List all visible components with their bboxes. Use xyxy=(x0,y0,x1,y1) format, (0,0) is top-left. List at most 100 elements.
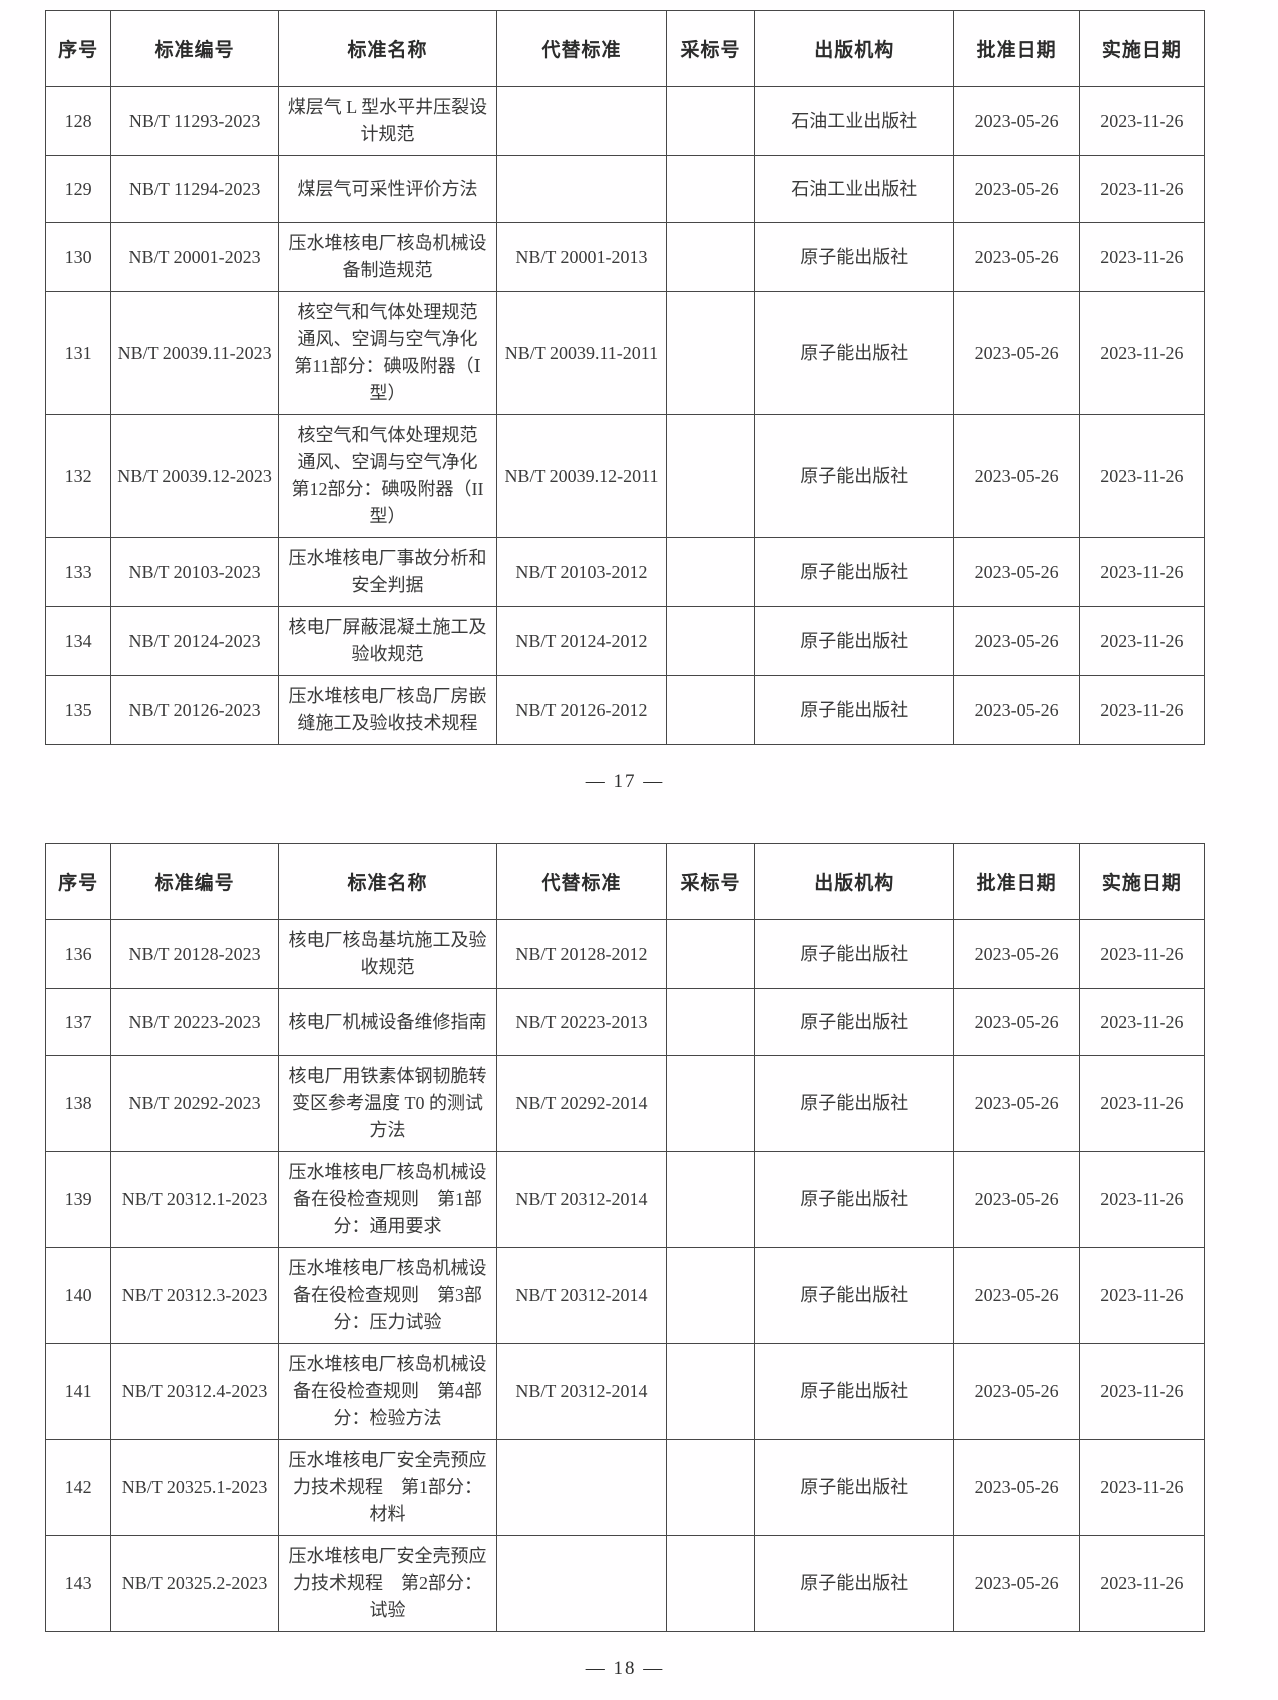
cell: NB/T 20325.1-2023 xyxy=(110,1439,279,1536)
cell: 原子能出版社 xyxy=(754,606,955,676)
column-header: 序号 xyxy=(44,843,112,920)
cell: 2023-05-26 xyxy=(953,675,1080,745)
table-row: 132 NB/T 20039.12-2023 核空气和气体处理规范 通风、空调与空气… xyxy=(44,414,1206,538)
table-row: 131 NB/T 20039.11-2023 核空气和气体处理规范 通风、空调与空气… xyxy=(44,291,1206,415)
page-number-18: — 18 — xyxy=(585,1658,665,1679)
cell: 129 xyxy=(44,155,112,223)
cell: 核空气和气体处理规范 通风、空调与空气净化 第11部分：碘吸附器（Ⅰ型） xyxy=(277,291,497,415)
cell: 128 xyxy=(44,86,112,156)
table-row: 134 NB/T 20124-2023 核电厂屏蔽混凝土施工及验收规范 NB/T 20… xyxy=(44,606,1206,676)
cell: NB/T 20325.2-2023 xyxy=(110,1535,279,1632)
cell: 2023-05-26 xyxy=(953,1247,1080,1344)
cell: NB/T 20126-2023 xyxy=(110,675,279,745)
cell: 2023-11-26 xyxy=(1078,155,1206,223)
cell: 2023-11-26 xyxy=(1078,1151,1206,1248)
column-header: 出版机构 xyxy=(754,843,955,920)
cell xyxy=(665,222,756,292)
cell: 2023-11-26 xyxy=(1078,1439,1206,1536)
cell: NB/T 20312.4-2023 xyxy=(110,1343,279,1440)
cell: 2023-05-26 xyxy=(953,291,1080,415)
cell: NB/T 20312-2014 xyxy=(495,1151,667,1248)
cell: 142 xyxy=(44,1439,112,1536)
column-header: 实施日期 xyxy=(1078,843,1206,920)
cell xyxy=(495,1439,667,1536)
cell: 煤层气可采性评价方法 xyxy=(277,155,497,223)
cell: 石油工业出版社 xyxy=(754,86,955,156)
cell: 136 xyxy=(44,919,112,989)
cell: NB/T 20128-2023 xyxy=(110,919,279,989)
cell: 133 xyxy=(44,537,112,607)
table-row: 140 NB/T 20312.3-2023 压水堆核电厂核岛机械设备在役检查规则 第… xyxy=(44,1247,1206,1344)
table-row: 129 NB/T 11294-2023 煤层气可采性评价方法 石油工业出版社 2023-… xyxy=(44,155,1206,223)
cell: 2023-05-26 xyxy=(953,1439,1080,1536)
cell: NB/T 20001-2023 xyxy=(110,222,279,292)
cell: NB/T 20001-2013 xyxy=(495,222,667,292)
column-header: 标准名称 xyxy=(277,10,497,87)
cell: 煤层气 L 型水平井压裂设计规范 xyxy=(277,86,497,156)
cell: 2023-11-26 xyxy=(1078,222,1206,292)
cell: NB/T 20039.11-2023 xyxy=(110,291,279,415)
cell: 2023-05-26 xyxy=(953,606,1080,676)
cell: 2023-11-26 xyxy=(1078,1343,1206,1440)
table-row: 142 NB/T 20325.1-2023 压水堆核电厂安全壳预应力技术规程 第1部… xyxy=(44,1439,1206,1536)
cell: 2023-05-26 xyxy=(953,1055,1080,1152)
table-row: 137 NB/T 20223-2023 核电厂机械设备维修指南 NB/T 20223-… xyxy=(44,988,1206,1056)
cell xyxy=(665,291,756,415)
cell xyxy=(665,155,756,223)
cell: 原子能出版社 xyxy=(754,1151,955,1248)
cell xyxy=(665,86,756,156)
cell: NB/T 20103-2023 xyxy=(110,537,279,607)
cell: 核电厂用铁素体钢韧脆转变区参考温度 T0 的测试方法 xyxy=(277,1055,497,1152)
cell: 压水堆核电厂核岛厂房嵌缝施工及验收技术规程 xyxy=(277,675,497,745)
cell: 原子能出版社 xyxy=(754,222,955,292)
cell: NB/T 20312.1-2023 xyxy=(110,1151,279,1248)
cell: 134 xyxy=(44,606,112,676)
cell: 2023-05-26 xyxy=(953,919,1080,989)
cell: 原子能出版社 xyxy=(754,1535,955,1632)
column-header: 标准名称 xyxy=(277,843,497,920)
cell: 原子能出版社 xyxy=(754,291,955,415)
cell: 143 xyxy=(44,1535,112,1632)
cell: 139 xyxy=(44,1151,112,1248)
cell: 130 xyxy=(44,222,112,292)
cell: 2023-05-26 xyxy=(953,155,1080,223)
cell: 核空气和气体处理规范 通风、空调与空气净化 第12部分：碘吸附器（II型） xyxy=(277,414,497,538)
column-header: 采标号 xyxy=(665,843,756,920)
cell: 核电厂机械设备维修指南 xyxy=(277,988,497,1056)
cell xyxy=(665,1055,756,1152)
cell: 核电厂核岛基坑施工及验收规范 xyxy=(277,919,497,989)
header-row: 序号 标准编号 标准名称 代替标准 采标号 出版机构 批准日期 实施日期 xyxy=(44,10,1206,87)
cell: 2023-05-26 xyxy=(953,222,1080,292)
cell xyxy=(665,606,756,676)
column-header: 代替标准 xyxy=(495,10,667,87)
cell: 138 xyxy=(44,1055,112,1152)
cell: NB/T 20223-2023 xyxy=(110,988,279,1056)
table-row: 128 NB/T 11293-2023 煤层气 L 型水平井压裂设计规范 石油工业出版… xyxy=(44,86,1206,156)
cell: NB/T 20223-2013 xyxy=(495,988,667,1056)
cell: NB/T 20039.11-2011 xyxy=(495,291,667,415)
cell: 2023-11-26 xyxy=(1078,606,1206,676)
cell: NB/T 20124-2023 xyxy=(110,606,279,676)
cell: 2023-05-26 xyxy=(953,537,1080,607)
cell: 131 xyxy=(44,291,112,415)
cell: 2023-05-26 xyxy=(953,1343,1080,1440)
standards-table-page-18: 序号 标准编号 标准名称 代替标准 采标号 出版机构 批准日期 实施日期 136 NB/T 201… xyxy=(44,843,1206,1632)
header-row: 序号 标准编号 标准名称 代替标准 采标号 出版机构 批准日期 实施日期 xyxy=(44,843,1206,920)
cell: 2023-05-26 xyxy=(953,988,1080,1056)
column-header: 序号 xyxy=(44,10,112,87)
cell: NB/T 20312.3-2023 xyxy=(110,1247,279,1344)
cell: 原子能出版社 xyxy=(754,919,955,989)
cell: 压水堆核电厂核岛机械设备在役检查规则 第1部分：通用要求 xyxy=(277,1151,497,1248)
cell: NB/T 11293-2023 xyxy=(110,86,279,156)
standards-table-section-page-18: 序号 标准编号 标准名称 代替标准 采标号 出版机构 批准日期 实施日期 136 NB/T 201… xyxy=(44,843,1206,1680)
cell: 141 xyxy=(44,1343,112,1440)
cell: 压水堆核电厂事故分析和安全判据 xyxy=(277,537,497,607)
cell: NB/T 20126-2012 xyxy=(495,675,667,745)
cell: 原子能出版社 xyxy=(754,1439,955,1536)
cell: NB/T 20292-2014 xyxy=(495,1055,667,1152)
cell xyxy=(665,919,756,989)
column-header: 实施日期 xyxy=(1078,10,1206,87)
standards-table-section-page-17: 序号 标准编号 标准名称 代替标准 采标号 出版机构 批准日期 实施日期 128 NB/T 112… xyxy=(44,10,1206,793)
cell: 压水堆核电厂核岛机械设备在役检查规则 第4部分：检验方法 xyxy=(277,1343,497,1440)
cell xyxy=(665,1439,756,1536)
